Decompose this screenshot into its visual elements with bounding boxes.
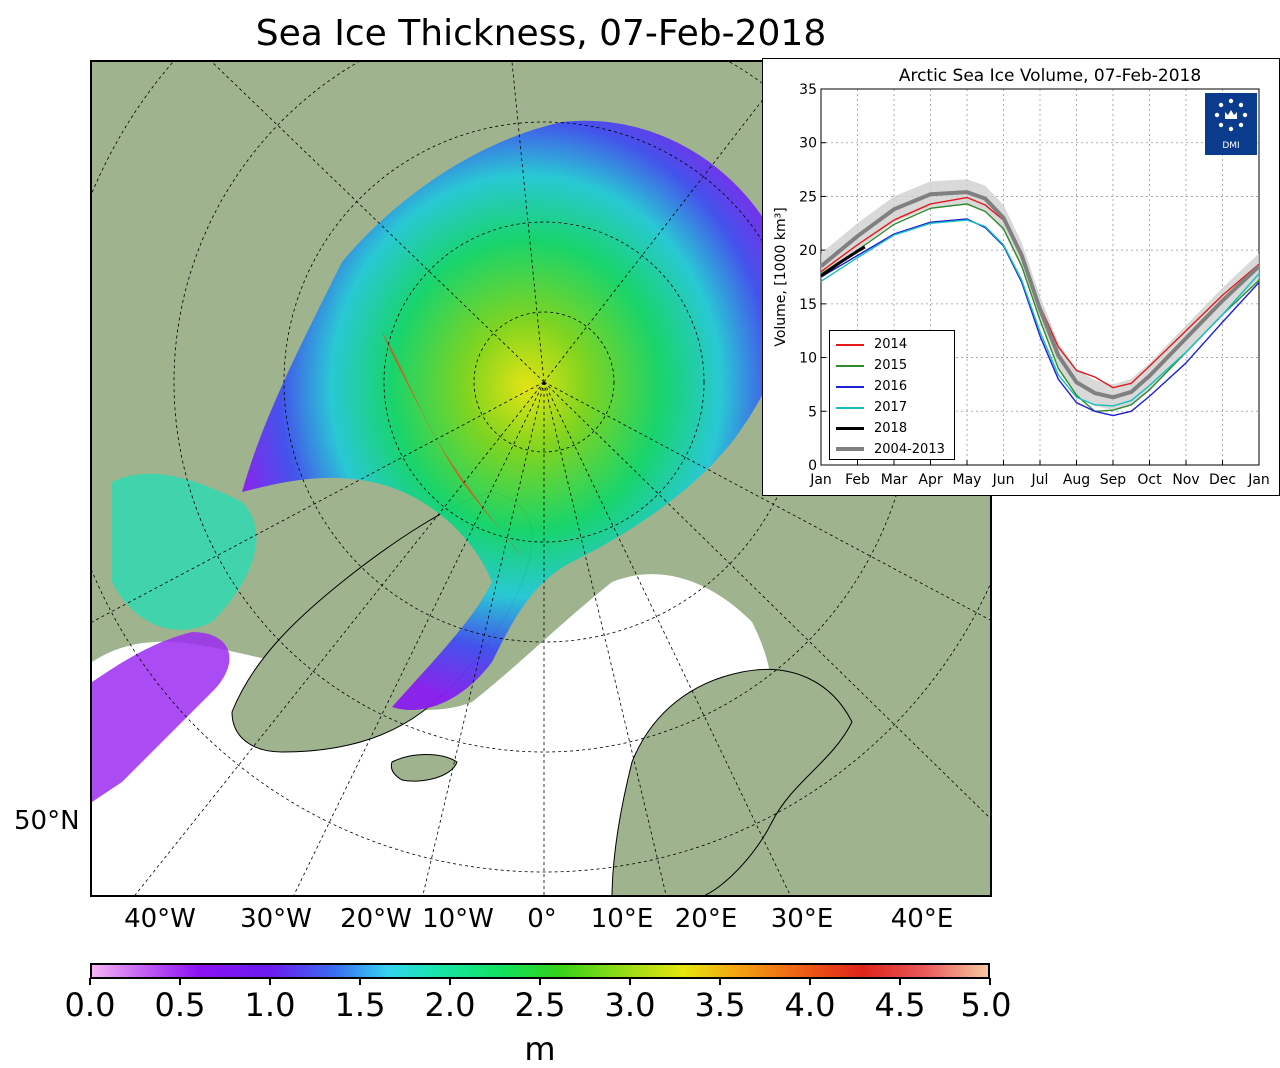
y-tick-label: 35 [799,82,817,98]
lon-label: 20°W [340,904,412,934]
legend-item: 2015 [836,356,952,376]
volume-chart: Jan Feb Mar Apr May Jun Jul Aug Sep Oct Nov Dec Jan0… [773,82,1270,488]
colorbar-tick: 3.5 [694,986,746,1024]
labrador-ice [92,632,230,802]
lon-label: 0° [527,904,557,934]
x-tick-label: Aug [1063,472,1090,488]
logo-text: DMI [1222,141,1240,151]
series-line-2004-2013 [819,190,1261,400]
legend-label: 2015 [874,358,908,373]
x-tick-label: Feb [845,472,870,488]
atlantic-ocean [92,574,771,895]
lon-label: 10°E [590,904,654,934]
legend-label: 2016 [874,379,908,394]
series-line-2018 [820,245,866,278]
y-tick-label: 20 [799,243,817,259]
legend-item: 2016 [836,377,952,397]
y-tick-label: 25 [799,189,817,205]
baffin-ice [112,473,257,630]
legend-item: 2017 [836,398,952,418]
series-line-2016 [820,218,1260,417]
lon-label: 10°W [422,904,494,934]
scandinavia [611,668,853,895]
y-tick-label: 0 [808,458,817,474]
colorbar-tick: 0.0 [64,986,116,1024]
legend-label: 2017 [874,400,908,415]
series-line-2014 [820,196,1260,389]
colorbar-tick: 2.5 [514,986,566,1024]
latitude-label: 50°N [14,806,80,836]
dmi-logo: DMI [1205,93,1257,155]
longitude-labels: 40°W 30°W 20°W 10°W 0° 10°E 20°E 30°E 40… [0,904,1280,938]
colorbar-unit: m [524,1030,556,1068]
volume-chart-inset: Arctic Sea Ice Volume, 07-Feb-2018 Jan Fe… [762,58,1280,496]
y-tick-label: 15 [799,297,817,313]
y-tick-label: 30 [799,136,817,152]
colorbar [90,963,990,979]
legend-label: 2014 [874,337,908,352]
x-tick-label: May [953,472,982,488]
x-tick-label: Jan [809,472,832,488]
map-title: Sea Ice Thickness, 07-Feb-2018 [255,13,827,54]
legend-item: 2014 [836,335,952,355]
colorbar-tick: 4.0 [784,986,836,1024]
lon-label: 20°E [674,904,738,934]
y-axis-label: Volume, [1000 km³] [773,207,789,346]
legend-label: 2004-2013 [874,442,945,457]
chart-legend: 2014 2015 2016 2017 2018 2004-2013 [829,330,955,460]
lon-label: 40°E [890,904,954,934]
series-line-2017 [820,219,1260,407]
iceland [390,754,458,782]
x-tick-label: Mar [881,472,908,488]
colorbar-tick: 1.5 [334,986,386,1024]
colorbar-tick: 2.0 [424,986,476,1024]
y-tick-label: 5 [808,404,817,420]
x-tick-label: Apr [918,472,942,488]
colorbar-tick: 3.0 [604,986,656,1024]
lon-label: 40°W [124,904,196,934]
x-tick-label: Nov [1172,472,1199,488]
lon-label: 30°W [240,904,312,934]
y-tick-label: 10 [799,351,817,367]
x-tick-label: Dec [1209,472,1236,488]
chart-title: Arctic Sea Ice Volume, 07-Feb-2018 [898,66,1202,86]
x-tick-label: Jun [992,472,1015,488]
sea-ice-cover [242,120,789,710]
colorbar-tick: 1.0 [244,986,296,1024]
x-tick-label: Jul [1031,472,1049,488]
legend-item: 2004-2013 [836,440,952,460]
legend-label: 2018 [874,421,908,436]
legend-item: 2018 [836,419,952,439]
colorbar-tick: 5.0 [960,986,1012,1024]
colorbar-tick: 0.5 [154,986,206,1024]
x-tick-label: Sep [1100,472,1127,488]
x-tick-label: Oct [1137,472,1162,488]
x-tick-label: Jan [1247,472,1270,488]
colorbar-tick: 4.5 [874,986,926,1024]
colorbar-ticks: 0.0 0.5 1.0 1.5 2.0 2.5 3.0 3.5 4.0 4.5 … [0,978,1280,1024]
graticule [92,62,990,895]
lon-label: 30°E [770,904,834,934]
series-line-2015 [820,203,1260,412]
